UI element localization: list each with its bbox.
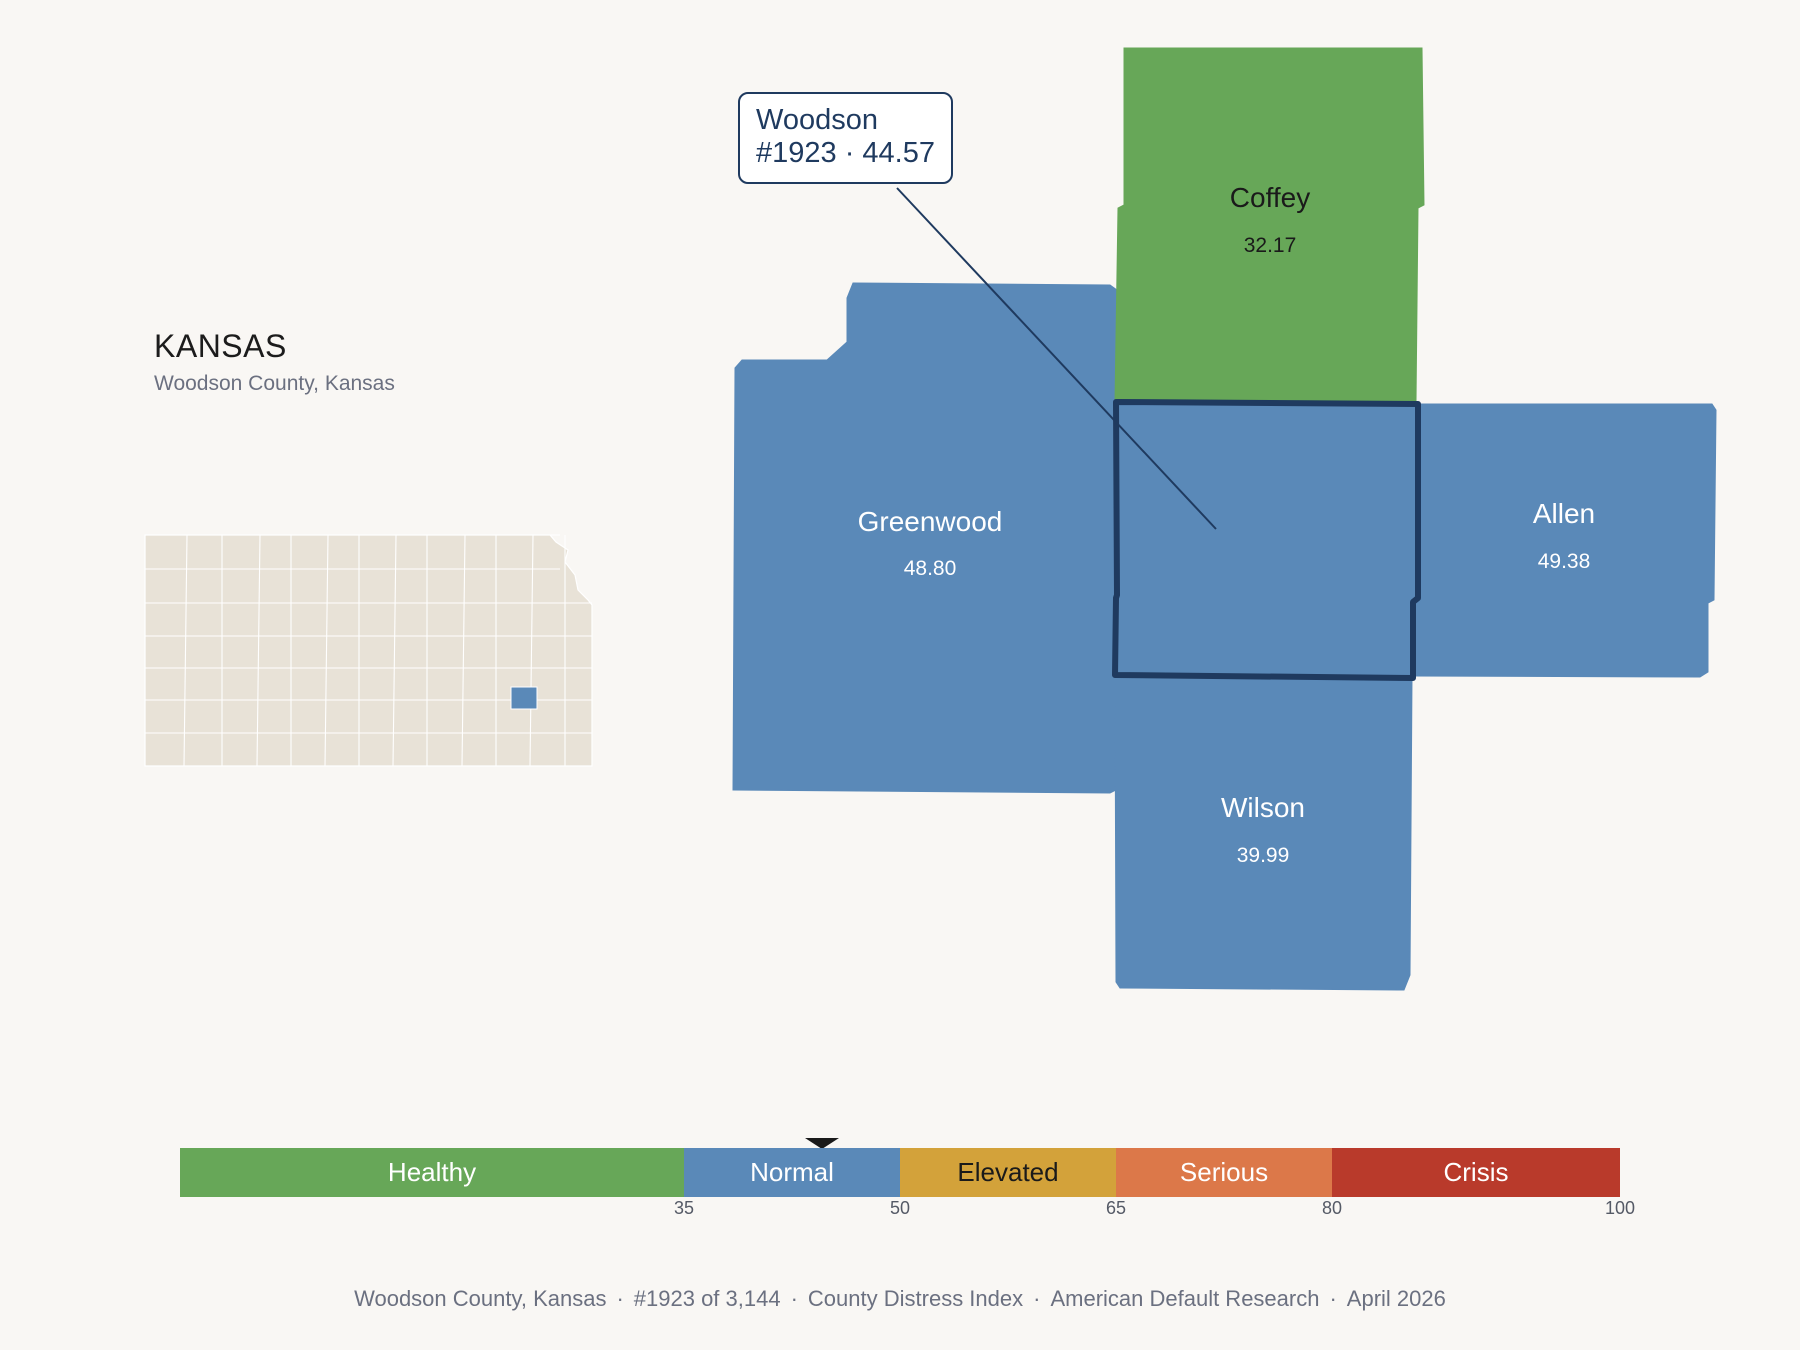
greenwood-shape[interactable] (732, 282, 1118, 794)
state-title: KANSAS (154, 328, 287, 364)
coffey-label: Coffey (1230, 182, 1310, 213)
scale-segment-crisis: Crisis (1332, 1148, 1620, 1197)
coffey-value: 32.17 (1244, 234, 1297, 257)
greenwood-county[interactable]: Greenwood 48.80 (732, 282, 1118, 794)
kansas-county-lines (144, 534, 592, 767)
wilson-shape[interactable] (1114, 674, 1413, 991)
wilson-county[interactable]: Wilson 39.99 (1114, 674, 1413, 991)
wilson-label: Wilson (1221, 792, 1305, 823)
greenwood-label: Greenwood (858, 506, 1003, 537)
greenwood-value: 48.80 (904, 557, 957, 580)
scale-tick-50: 50 (889, 1198, 911, 1218)
scale-segment-normal: Normal (684, 1148, 900, 1197)
scale-tick-65: 65 (1105, 1198, 1127, 1218)
scale-segment-serious: Serious (1116, 1148, 1332, 1197)
distress-scale-bar: Healthy Normal Elevated Serious Crisis (180, 1148, 1620, 1197)
kansas-inset-map (144, 534, 593, 767)
wilson-value: 39.99 (1237, 844, 1290, 867)
scale-tick-80: 80 (1321, 1198, 1343, 1218)
allen-value: 49.38 (1538, 550, 1591, 573)
woodson-county[interactable] (1112, 399, 1421, 681)
callout-county-name: Woodson (756, 104, 878, 136)
footer-date: April 2026 (1346, 1286, 1446, 1311)
kansas-outline (144, 534, 593, 767)
callout-rank-value: #1923 · 44.57 (756, 137, 935, 169)
footer-org: American Default Research (1050, 1286, 1320, 1311)
allen-shape[interactable] (1411, 403, 1717, 678)
footer-index: County Distress Index (807, 1286, 1024, 1311)
scale-tick-100: 100 (1604, 1198, 1636, 1218)
scale-marker-icon (804, 1138, 839, 1149)
coffey-county[interactable]: Coffey 32.17 (1114, 47, 1425, 403)
coffey-shape[interactable] (1114, 47, 1425, 403)
scale-segment-elevated: Elevated (900, 1148, 1116, 1197)
woodson-shape[interactable] (1112, 399, 1421, 681)
scale-segment-healthy: Healthy (180, 1148, 684, 1197)
allen-label: Allen (1533, 498, 1595, 529)
scale-tick-35: 35 (673, 1198, 695, 1218)
inset-woodson-highlight[interactable] (510, 686, 538, 710)
footer-rank: #1923 of 3,144 (633, 1286, 781, 1311)
allen-county[interactable]: Allen 49.38 (1411, 403, 1717, 678)
footer-county: Woodson County, Kansas (354, 1286, 607, 1311)
callout-leader-line (896, 187, 1217, 530)
footer-credits: Woodson County, Kansas · #1923 of 3,144 · Co… (354, 1286, 1446, 1311)
state-subtitle: Woodson County, Kansas (154, 372, 395, 395)
woodson-callout: Woodson #1923 · 44.57 (738, 92, 953, 184)
